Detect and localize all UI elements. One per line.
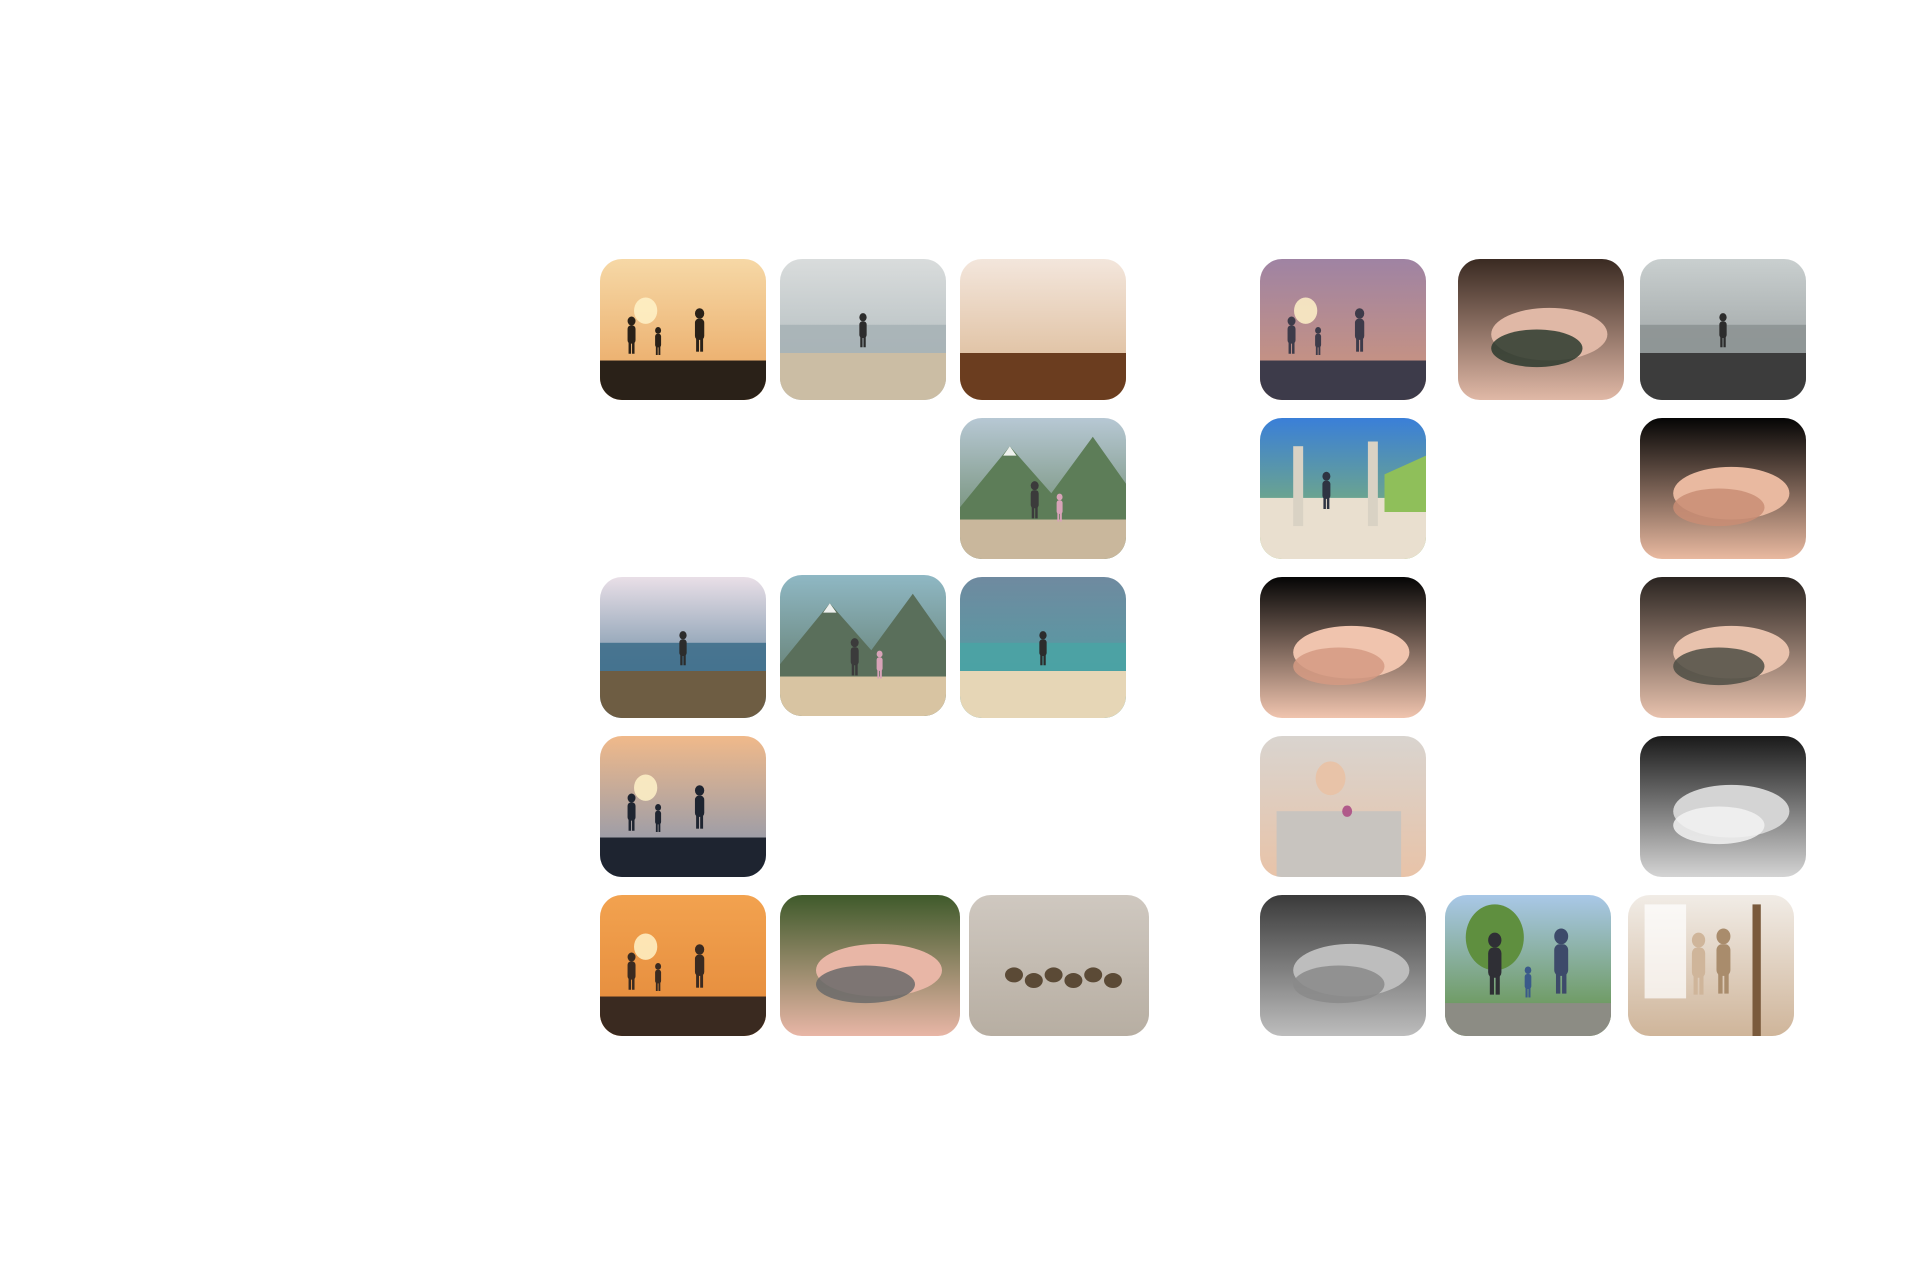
photo-ducklings-sand[interactable] — [969, 895, 1149, 1036]
photo-holding-hands-green[interactable] — [780, 895, 960, 1036]
photo-child-beach-posts[interactable] — [1260, 418, 1426, 559]
photo-family-park-walk[interactable] — [1445, 895, 1611, 1036]
photo-family-pier-sunset[interactable] — [600, 736, 766, 877]
photo-family-rocky-shore-dusk[interactable] — [1260, 259, 1426, 400]
photo-mother-baby-coast[interactable] — [1640, 259, 1806, 400]
photo-family-mountain-beach[interactable] — [780, 575, 946, 716]
photo-newborn-head-tattoo-hand[interactable] — [1458, 259, 1624, 400]
photo-family-dancing-room[interactable] — [1628, 895, 1794, 1036]
photo-family-sunset-silhouette[interactable] — [600, 259, 766, 400]
photo-family-beach-sunset-walk[interactable] — [600, 895, 766, 1036]
photo-hands-black-background[interactable] — [1640, 418, 1806, 559]
photo-hands-black-white[interactable] — [1640, 736, 1806, 877]
photo-mother-child-beach-hug[interactable] — [960, 259, 1126, 400]
photo-child-ocean-cliff[interactable] — [600, 577, 766, 718]
photo-baby-in-basket-flower[interactable] — [1260, 736, 1426, 877]
photo-hands-bw-closeup[interactable] — [1260, 895, 1426, 1036]
photo-family-beach-gray[interactable] — [780, 259, 946, 400]
photo-parent-child-lake[interactable] — [960, 418, 1126, 559]
photo-beach-cloudy-sky[interactable] — [960, 577, 1126, 718]
photo-adult-hand-baby-hand[interactable] — [1260, 577, 1426, 718]
photo-baby-feet-in-hands[interactable] — [1640, 577, 1806, 718]
